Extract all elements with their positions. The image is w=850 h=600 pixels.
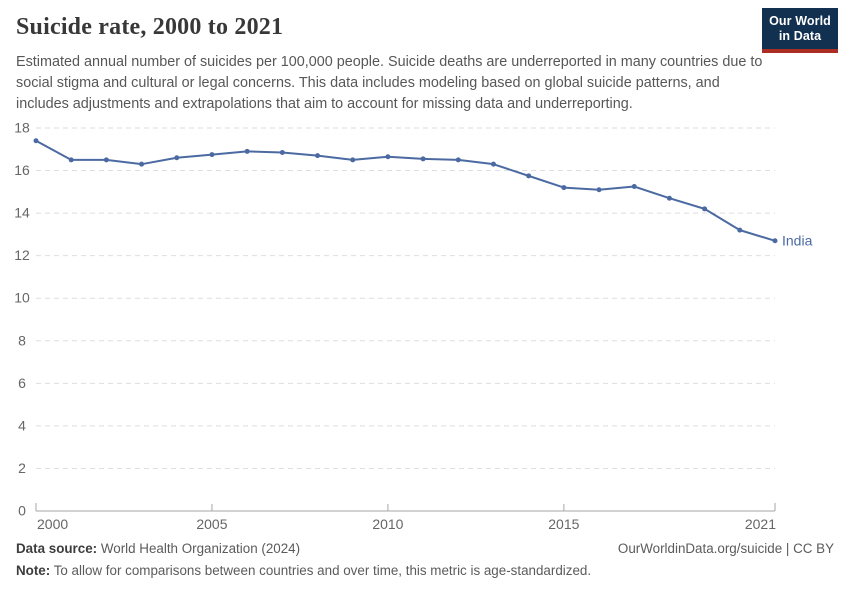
data-point[interactable] (279, 149, 285, 155)
data-point[interactable] (174, 155, 180, 161)
y-tick-label: 8 (18, 332, 26, 348)
chart-note: Note: To allow for comparisons between c… (16, 563, 834, 578)
data-point[interactable] (33, 138, 39, 144)
data-point[interactable] (526, 173, 532, 179)
x-tick-label: 2021 (745, 516, 776, 532)
y-tick-label: 16 (14, 162, 30, 178)
y-tick-label: 18 (14, 120, 30, 136)
note-label: Note: (16, 563, 51, 578)
chart-title: Suicide rate, 2000 to 2021 (16, 14, 284, 40)
data-point[interactable] (209, 152, 215, 158)
data-point[interactable] (68, 157, 74, 163)
data-point[interactable] (666, 195, 672, 201)
y-tick-label: 10 (14, 290, 30, 306)
data-point[interactable] (139, 161, 145, 167)
owid-logo-line2: in Data (778, 29, 822, 43)
data-source-label: Data source: (16, 541, 98, 556)
owid-logo[interactable]: Our World in Data (762, 8, 838, 53)
y-tick-label: 14 (14, 205, 30, 221)
credit-link[interactable]: OurWorldinData.org/suicide | CC BY (617, 541, 834, 556)
x-tick-label: 2005 (196, 516, 227, 532)
data-point[interactable] (103, 157, 109, 163)
data-point[interactable] (490, 161, 496, 167)
x-tick-label: 2000 (37, 516, 68, 532)
data-point[interactable] (596, 187, 602, 193)
y-tick-label: 6 (18, 375, 26, 391)
y-tick-label: 12 (14, 247, 30, 263)
series-label-india[interactable]: India (782, 232, 813, 248)
data-source: Data source: World Health Organization (… (16, 541, 300, 556)
y-tick-label: 4 (18, 417, 26, 433)
data-source-text: World Health Organization (2024) (97, 541, 301, 556)
data-point[interactable] (315, 153, 321, 159)
series-line-india[interactable] (35, 139, 776, 242)
data-point[interactable] (455, 157, 461, 163)
chart-subtitle: Estimated annual number of suicides per … (16, 54, 763, 113)
data-point[interactable] (350, 157, 356, 163)
x-tick-label: 2015 (548, 516, 579, 532)
data-point[interactable] (631, 184, 637, 190)
x-tick-label: 2010 (372, 516, 403, 532)
data-point[interactable] (385, 154, 391, 160)
data-point[interactable] (737, 227, 743, 233)
owid-logo-line1: Our World (769, 14, 831, 28)
data-point[interactable] (702, 206, 708, 212)
chart-footer: Data source: World Health Organization (… (16, 541, 834, 578)
y-tick-label: 2 (18, 460, 26, 476)
data-point[interactable] (772, 238, 778, 244)
data-point[interactable] (561, 185, 567, 191)
data-point[interactable] (244, 148, 250, 154)
data-point[interactable] (420, 156, 426, 162)
y-tick-label: 0 (18, 503, 26, 519)
note-text: To allow for comparisons between countri… (50, 563, 592, 578)
